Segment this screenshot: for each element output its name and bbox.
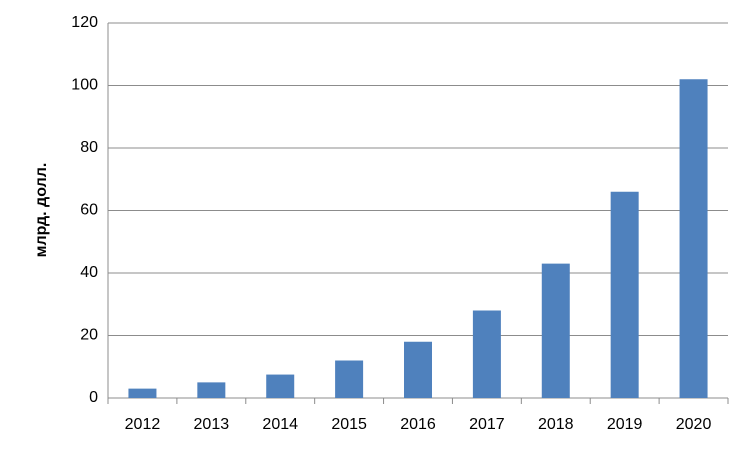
bar <box>266 374 295 398</box>
y-axis-label: млрд. долл. <box>33 163 50 258</box>
x-tick-label: 2012 <box>125 416 161 433</box>
bar <box>472 310 501 398</box>
bar <box>404 341 432 398</box>
bar <box>610 191 639 398</box>
bar <box>679 79 708 398</box>
x-tick-label: 2014 <box>262 416 298 433</box>
x-tick-label: 2017 <box>469 416 505 433</box>
x-tick-label: 2016 <box>400 416 436 433</box>
x-tick-label: 2015 <box>331 416 367 433</box>
y-tick-label: 40 <box>80 264 98 281</box>
x-tick-label: 2020 <box>676 416 712 433</box>
x-tick-label: 2019 <box>607 416 643 433</box>
y-tick-label: 0 <box>89 389 98 406</box>
y-tick-label: 80 <box>80 139 98 156</box>
bar <box>197 382 226 398</box>
y-tick-label: 100 <box>71 77 98 94</box>
bar <box>335 360 364 398</box>
x-tick-label: 2013 <box>194 416 230 433</box>
bar <box>128 388 157 398</box>
y-tick-label: 120 <box>71 14 98 31</box>
x-tick-label: 2018 <box>538 416 574 433</box>
bar <box>541 263 570 398</box>
y-tick-label: 60 <box>80 202 98 219</box>
y-tick-label: 20 <box>80 327 98 344</box>
